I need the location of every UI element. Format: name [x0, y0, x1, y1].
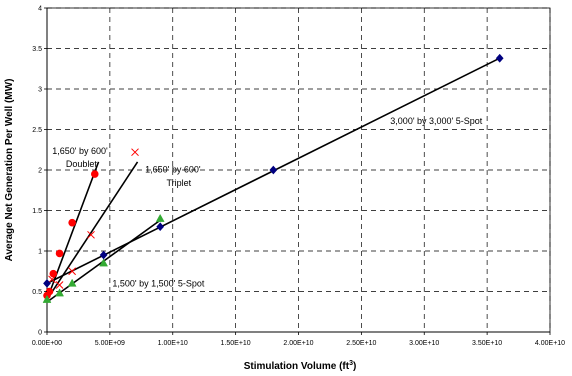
trend-lines	[46, 57, 501, 303]
y-tick-label: 4	[38, 6, 42, 13]
annotation-label: Triplet	[166, 178, 191, 188]
annotation-label: Doublet	[66, 159, 98, 169]
data-point-x	[68, 267, 77, 276]
data-point-x-stroke	[68, 267, 77, 276]
data-point-circle	[49, 269, 58, 278]
x-tick-label: 3.00E+10	[409, 340, 439, 347]
data-point-triangle	[42, 294, 52, 303]
data-point-x	[131, 148, 139, 157]
data-point-x	[55, 281, 64, 289]
y-tick-label: 0.5	[32, 289, 42, 296]
x-tick-label: 4.00E+10	[535, 340, 565, 347]
data-point-x-stroke	[131, 148, 139, 157]
data-point-circle	[90, 170, 99, 178]
data-point-x-stroke	[87, 230, 95, 239]
x-tick-label: 2.00E+10	[283, 340, 313, 347]
data-point-circle	[45, 287, 54, 296]
y-tick-label: 2	[38, 168, 42, 175]
data-point-x-stroke	[48, 275, 56, 284]
annotation-label: 1,650' by 600'	[52, 146, 108, 156]
data-point-triangle	[155, 213, 165, 222]
annotation-label: 1,650' by 600'	[145, 164, 201, 174]
x-tick-label: 2.50E+10	[346, 340, 376, 347]
data-point-diamond	[156, 222, 165, 232]
data-point-circle	[55, 249, 64, 258]
x-axis-label: Stimulation Volume (ft3)	[244, 360, 357, 372]
y-tick-label: 3.5	[32, 46, 42, 53]
data-point-x	[48, 275, 56, 284]
x-axis-label-suffix: )	[353, 361, 356, 372]
data-point-triangle	[99, 258, 109, 267]
x-tick-label: 0.00E+00	[32, 340, 62, 347]
data-point-triangle	[55, 288, 64, 297]
y-tick-label: 1.5	[32, 208, 42, 215]
annotation-label: 3,000' by 3,000' 5-Spot	[390, 116, 483, 126]
x-tick-labels: 0.00E+00 5.00E+09 1.00E+10 1.50E+10 2.00E+10…	[32, 332, 565, 347]
data-point-triangle	[67, 278, 77, 287]
y-tick-label: 0	[38, 330, 42, 337]
x-tick-label: 5.00E+09	[95, 340, 125, 347]
data-point-x-stroke	[55, 281, 64, 289]
x-axis-label-superscript: 3	[349, 360, 353, 367]
data-points	[42, 53, 504, 303]
y-axis-label: Average Net Generation Per Well (MW)	[4, 79, 15, 262]
x-tick-label: 1.00E+10	[158, 340, 188, 347]
annotation-label: 1,500' by 1,500' 5-Spot	[112, 279, 205, 289]
annotations: 1,650' by 600' Doublet 1,650' by 600' Tripl…	[52, 116, 483, 289]
y-tick-label: 3	[38, 87, 42, 94]
y-tick-label: 2.5	[32, 127, 42, 134]
x-tick-label: 1.50E+10	[221, 340, 251, 347]
x-tick-label: 3.50E+10	[472, 340, 502, 347]
data-point-diamond	[43, 279, 51, 288]
data-point-diamond	[269, 165, 278, 175]
y-tick-label: 1	[38, 249, 42, 256]
data-point-x	[87, 230, 95, 239]
data-point-diamond	[495, 53, 504, 63]
data-point-circle	[68, 218, 76, 227]
data-point-diamond	[99, 250, 108, 260]
y-tick-labels: 0 0.5 1 1.5 2 2.5 3 3.5 4	[32, 6, 47, 337]
